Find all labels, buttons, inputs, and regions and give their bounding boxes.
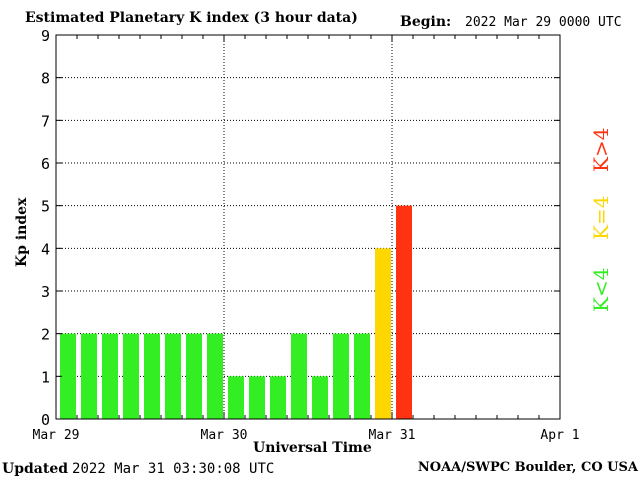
kp-bar [249, 376, 265, 419]
kp-bar [228, 376, 244, 419]
y-tick-label: 5 [41, 198, 50, 216]
kp-bar [186, 333, 202, 419]
legend-low: K<4 [589, 267, 613, 312]
kp-bar [123, 333, 139, 419]
footer-updated-value: 2022 Mar 31 03:30:08 UTC [72, 461, 275, 477]
y-tick-label: 0 [41, 411, 50, 429]
kp-bar [102, 333, 118, 419]
footer-source: NOAA/SWPC Boulder, CO USA [417, 460, 638, 475]
kp-bar [60, 333, 76, 419]
axis-ticks: 0 1 2 3 4 5 6 7 8 9 Mar 29 Mar 30 Mar 31 Apr 1 [33, 27, 580, 443]
kp-bar [81, 333, 97, 419]
bars-group [60, 205, 412, 419]
kp-bar [333, 333, 349, 419]
footer-updated: Updated 2022 Mar 31 03:30:08 UTC [2, 460, 274, 478]
chart-title: Estimated Planetary K index (3 hour data… [25, 10, 358, 26]
x-tick-label: Apr 1 [540, 428, 579, 443]
footer-updated-label: Updated [2, 461, 69, 477]
begin-value: 2022 Mar 29 0000 UTC [465, 15, 622, 30]
kp-bar [396, 205, 412, 419]
legend-mid: K=4 [589, 195, 613, 240]
y-tick-label: 9 [41, 27, 50, 45]
kp-bar [165, 333, 181, 419]
legend-high: K>4 [589, 127, 613, 172]
kp-bar [207, 333, 223, 419]
x-tick-label: Mar 31 [369, 428, 416, 443]
kp-bar [312, 376, 328, 419]
x-tick-label: Mar 29 [33, 428, 80, 443]
kp-bar [354, 333, 370, 419]
x-axis-label: Universal Time [253, 440, 372, 456]
kp-bar [270, 376, 286, 419]
kp-bar [375, 248, 391, 419]
y-tick-label: 8 [41, 70, 50, 88]
y-tick-label: 6 [41, 155, 50, 173]
kp-bar [144, 333, 160, 419]
begin-label: Begin: [400, 14, 452, 30]
y-tick-label: 4 [41, 240, 50, 258]
y-tick-label: 2 [41, 326, 50, 344]
y-tick-label: 1 [41, 368, 50, 386]
x-tick-label: Mar 30 [201, 428, 248, 443]
y-axis-label: Kp index [14, 197, 30, 267]
kp-bar [291, 333, 307, 419]
y-tick-label: 7 [41, 112, 50, 130]
y-tick-label: 3 [41, 283, 50, 301]
